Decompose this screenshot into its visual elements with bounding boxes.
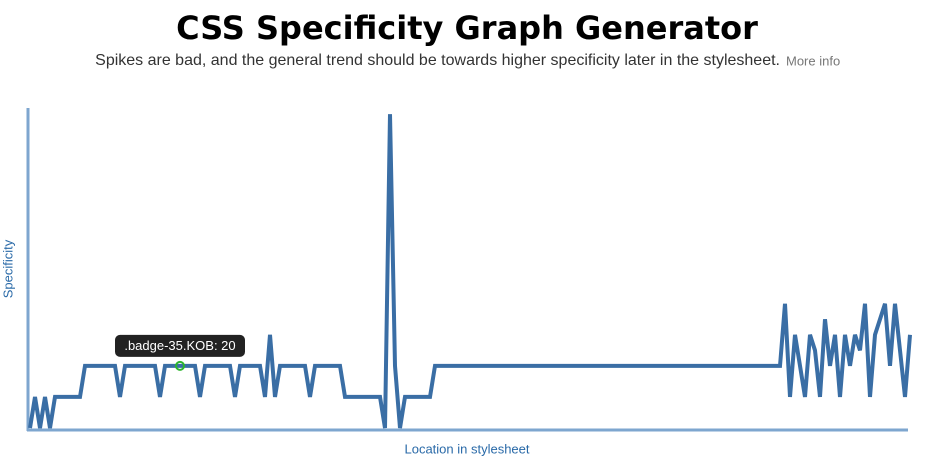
hover-point xyxy=(175,360,185,371)
subtitle: Spikes are bad, and the general trend sh… xyxy=(95,52,780,69)
tooltip-text: .badge-35.KOB: 20 xyxy=(124,338,235,353)
series-line xyxy=(28,114,912,429)
x-axis-label: Location in stylesheet xyxy=(404,441,529,456)
chart-title: CSS Specificity Graph Generator xyxy=(176,9,758,47)
y-axis-label: Specificity xyxy=(0,239,15,298)
more-info-link[interactable]: More info xyxy=(786,53,840,68)
tooltip-box xyxy=(115,334,245,357)
